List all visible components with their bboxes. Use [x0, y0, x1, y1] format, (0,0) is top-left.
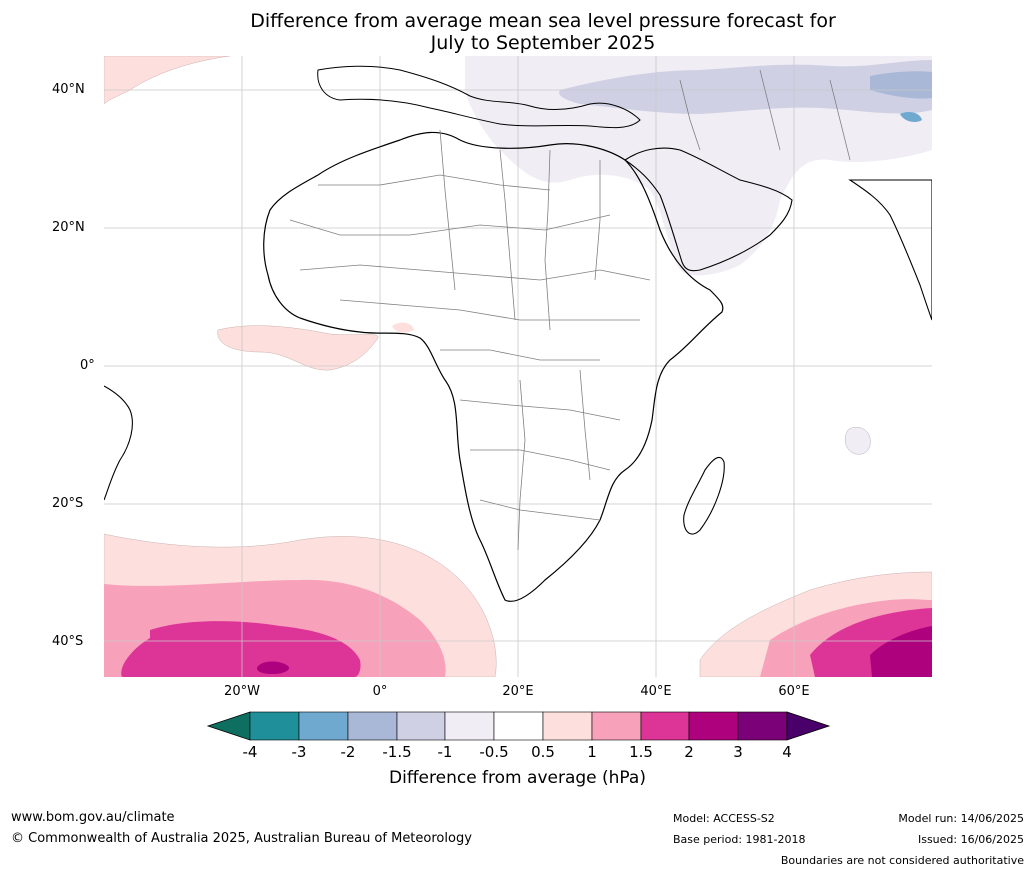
cbar-seg-10 [737, 711, 788, 741]
cbar-seg-1 [298, 711, 349, 741]
shade-gulf-small [392, 322, 414, 333]
lon-label-40e: 40°E [640, 684, 672, 699]
lat-label-40s: 40°S [52, 634, 84, 649]
cbar-seg-3 [396, 711, 446, 741]
africa-coastline [263, 131, 724, 602]
map-area [104, 56, 932, 677]
india-coast [848, 179, 932, 321]
cbar-seg-4 [444, 711, 495, 741]
lat-label-0: 0° [80, 358, 95, 373]
madagascar-coast [683, 456, 725, 535]
footer-model-run: Model run: 14/06/2025 [898, 812, 1024, 825]
lat-label-20s: 20°S [52, 496, 84, 511]
shade-se-2 [870, 626, 932, 677]
cbar-seg-8 [640, 711, 690, 741]
shade-mascarene [845, 427, 871, 455]
cbar-tick: 4 [782, 743, 792, 761]
cbar-tick: -3 [291, 743, 307, 761]
footer-copyright: © Commonwealth of Australia 2025, Austra… [11, 831, 472, 846]
shade-gulf [217, 325, 379, 371]
lat-label-20n: 20°N [52, 220, 85, 235]
cbar-tick: -1 [437, 743, 453, 761]
cbar-seg-0 [249, 711, 300, 741]
footer-url: www.bom.gov.au/climate [11, 810, 175, 825]
cbar-tick: -4 [242, 743, 258, 761]
shade-sw-2 [256, 661, 290, 674]
title-line-2: July to September 2025 [430, 32, 656, 54]
cbar-tick: 1.5 [629, 743, 653, 761]
map-title: Difference from average mean sea level p… [0, 10, 1035, 54]
colorbar-label: Difference from average (hPa) [389, 768, 646, 788]
cbar-seg-9 [688, 711, 739, 741]
shade-me-neg1.5 [870, 71, 932, 99]
footer-disclaimer: Boundaries are not considered authoritat… [780, 854, 1024, 867]
shade-me-neg0.5 [465, 56, 932, 276]
lat-label-40n: 40°N [52, 82, 85, 97]
shade-sw-1.5 [121, 621, 361, 677]
colorbar-under-arrow [206, 711, 251, 741]
colorbar-over-arrow [786, 711, 831, 741]
cbar-tick: 1 [587, 743, 597, 761]
lon-label-20w: 20°W [224, 684, 260, 699]
cbar-tick: 2 [684, 743, 694, 761]
graticule [104, 56, 932, 677]
footer-model: Model: ACCESS-S2 [673, 812, 775, 825]
shade-me-neg2 [900, 112, 922, 122]
lon-label-60e: 60°E [778, 684, 810, 699]
cbar-tick: 0.5 [531, 743, 555, 761]
cbar-tick: -2 [340, 743, 356, 761]
cbar-seg-2 [347, 711, 398, 741]
cbar-seg-6 [542, 711, 593, 741]
country-borders [289, 69, 851, 551]
lon-label-0: 0° [372, 684, 388, 699]
title-line-1: Difference from average mean sea level p… [250, 10, 836, 32]
footer-base-period: Base period: 1981-2018 [673, 833, 806, 846]
cbar-seg-5 [493, 711, 544, 741]
cbar-tick: 3 [733, 743, 743, 761]
cbar-tick: -1.5 [382, 743, 412, 761]
south-america-coast [104, 385, 133, 501]
europe-coast [317, 65, 641, 129]
colorbar [206, 711, 831, 741]
cbar-tick: -0.5 [479, 743, 509, 761]
shade-me-neg1 [559, 60, 932, 114]
arabia-coast [624, 147, 793, 272]
cbar-seg-7 [591, 711, 642, 741]
shade-nw [104, 56, 231, 105]
lon-label-20e: 20°E [502, 684, 534, 699]
footer-issued: Issued: 16/06/2025 [917, 833, 1024, 846]
